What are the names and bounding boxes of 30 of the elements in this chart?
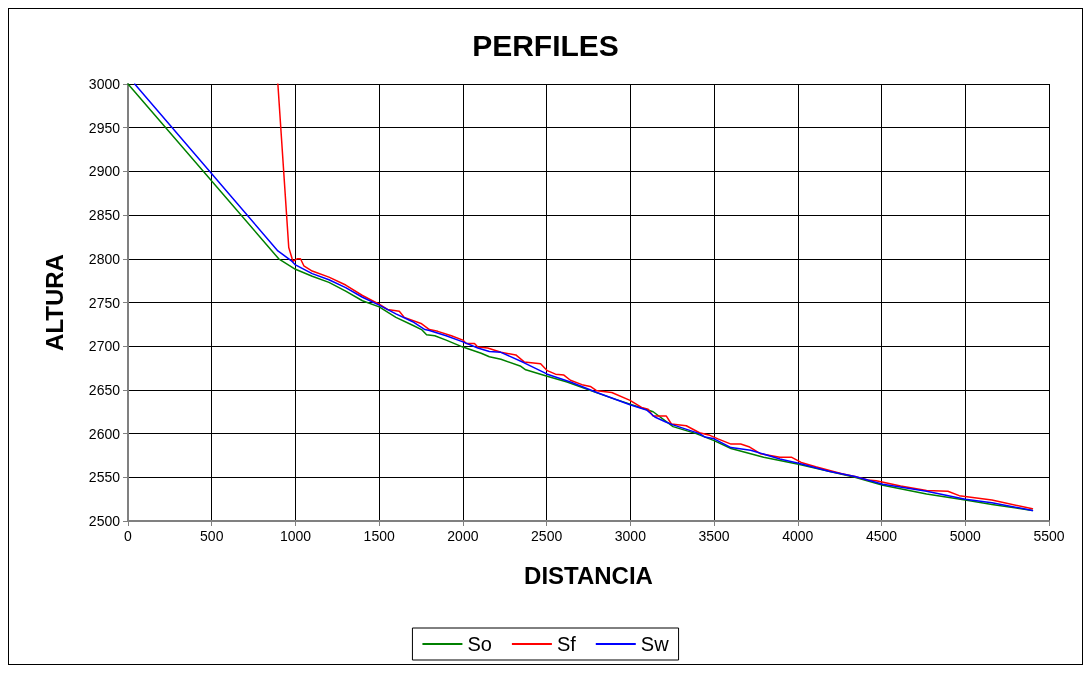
- chart-title: PERFILES: [472, 28, 619, 62]
- y-tick-label: 2600: [88, 425, 121, 442]
- x-tick-label: 500: [200, 528, 224, 544]
- y-tick-label: 2550: [88, 469, 121, 486]
- x-tick-label: 3000: [614, 528, 647, 544]
- x-tick-label: 5000: [949, 528, 982, 544]
- y-tick-label: 3000: [88, 76, 121, 92]
- x-tick-label: 4000: [782, 528, 814, 544]
- y-tick-label: 2800: [88, 250, 121, 267]
- legend-label: So: [467, 633, 492, 655]
- x-tick-label: 2000: [447, 528, 479, 544]
- x-tick-label: 1000: [279, 528, 312, 544]
- y-tick-label: 2650: [88, 381, 121, 398]
- x-tick-label: 4500: [865, 528, 898, 544]
- y-tick-label: 2500: [88, 513, 121, 529]
- y-axis-title: ALTURA: [40, 254, 68, 351]
- y-tick-label: 2700: [88, 338, 121, 355]
- y-tick-label: 2850: [88, 207, 121, 224]
- legend-label: Sf: [556, 633, 577, 655]
- x-tick-label: 2500: [531, 528, 563, 544]
- x-tick-label: 1500: [363, 528, 395, 544]
- x-tick-label: 0: [124, 528, 133, 544]
- y-tick-label: 2950: [88, 119, 121, 136]
- y-tick-label: 2750: [88, 294, 121, 311]
- line-series: [277, 83, 1034, 510]
- x-tick-label: 3500: [698, 528, 730, 544]
- y-tick-label: 2900: [88, 163, 121, 180]
- legend-label: Sw: [640, 633, 670, 655]
- x-axis-title: DISTANCIA: [524, 561, 653, 589]
- x-tick-label: 5500: [1033, 528, 1065, 544]
